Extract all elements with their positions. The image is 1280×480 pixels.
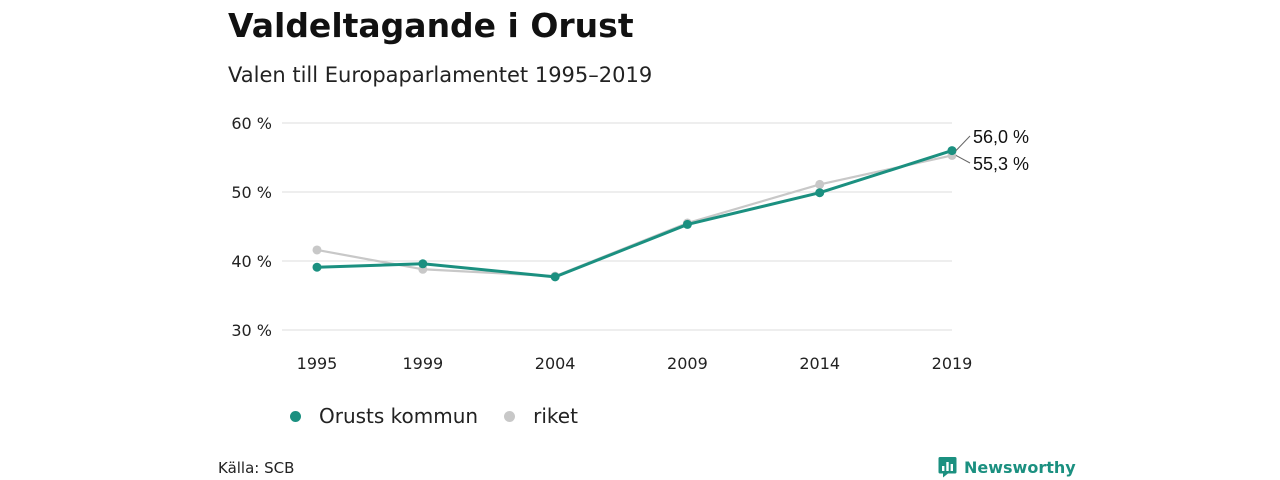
data-point-orust bbox=[550, 272, 560, 282]
legend: Orusts kommun riket bbox=[290, 404, 604, 428]
data-point-riket bbox=[815, 179, 825, 189]
end-label-leader-riket bbox=[955, 154, 971, 164]
end-label-leader-orust bbox=[955, 135, 971, 151]
bar-chart-bubble-icon bbox=[938, 457, 957, 478]
data-point-orust bbox=[815, 188, 825, 198]
x-tick-label: 1999 bbox=[402, 354, 443, 373]
legend-dot-riket bbox=[504, 410, 516, 422]
chart-subtitle: Valen till Europaparlamentet 1995–2019 bbox=[228, 63, 653, 87]
source-note: Källa: SCB bbox=[218, 459, 295, 477]
data-point-orust bbox=[418, 259, 428, 269]
legend-label-riket: riket bbox=[533, 404, 578, 428]
x-tick-label: 2019 bbox=[932, 354, 973, 373]
brand-logo: Newsworthy bbox=[938, 456, 1076, 478]
y-tick-label: 60 % bbox=[231, 114, 272, 133]
x-tick-label: 2004 bbox=[535, 354, 576, 373]
legend-label-orust: Orusts kommun bbox=[319, 404, 479, 428]
series-line-orust bbox=[316, 149, 953, 279]
legend-item-orust: Orusts kommun bbox=[290, 404, 478, 428]
legend-dot-orust bbox=[290, 410, 301, 422]
legend-item-riket: riket bbox=[504, 404, 578, 428]
data-point-orust bbox=[947, 146, 957, 156]
data-point-orust bbox=[312, 262, 322, 272]
y-tick-label: 30 % bbox=[231, 321, 272, 340]
x-tick-label: 1995 bbox=[297, 354, 338, 373]
end-label-riket: 55,3 % bbox=[973, 154, 1029, 174]
series-line-riket bbox=[316, 154, 953, 278]
brand-name: Newsworthy bbox=[964, 457, 1076, 477]
end-label-orust: 56,0 % bbox=[973, 127, 1029, 147]
data-point-orust bbox=[682, 219, 692, 229]
chart-title: Valdeltagande i Orust bbox=[228, 6, 634, 45]
line-chart: 30 % 40 % 50 % 60 % 1995 1999 2004 2009 2014 2019… bbox=[231, 114, 1029, 373]
y-tick-label: 50 % bbox=[231, 183, 272, 202]
x-tick-label: 2009 bbox=[667, 354, 708, 373]
y-tick-label: 40 % bbox=[231, 252, 272, 271]
data-point-riket bbox=[312, 245, 322, 255]
x-tick-label: 2014 bbox=[799, 354, 840, 373]
